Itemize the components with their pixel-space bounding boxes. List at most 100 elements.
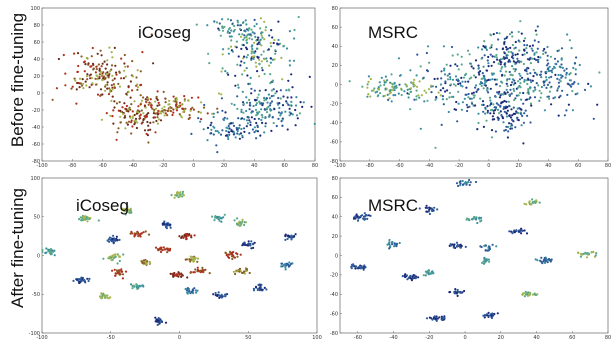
scatter-point <box>508 93 511 97</box>
scatter-point <box>558 65 561 68</box>
scatter-point <box>283 44 286 47</box>
scatter-point <box>439 83 442 86</box>
scatter-point <box>241 90 244 93</box>
scatter-point <box>197 110 200 113</box>
scatter-point <box>560 76 563 79</box>
scatter-point <box>415 85 419 88</box>
scatter-point <box>508 122 511 125</box>
scatter-point <box>280 262 283 265</box>
scatter-point <box>119 109 122 112</box>
scatter-point <box>257 93 260 96</box>
scatter-point <box>505 115 508 118</box>
scatter-point <box>510 92 513 95</box>
scatter-point <box>175 107 178 110</box>
scatter-point <box>487 249 490 252</box>
scatter-point <box>247 240 250 243</box>
scatter-point <box>232 131 235 134</box>
scatter-point <box>509 127 512 130</box>
scatter-point <box>223 116 226 119</box>
scatter-point <box>112 109 115 112</box>
scatter-point <box>247 33 250 36</box>
scatter-point <box>292 59 296 62</box>
scatter-point <box>523 48 526 51</box>
scatter-point <box>414 277 417 280</box>
scatter-point <box>218 296 221 299</box>
scatter-point <box>172 95 175 98</box>
scatter-point <box>516 86 520 89</box>
scatter-point <box>196 257 200 260</box>
scatter-point <box>240 127 243 131</box>
scatter-point <box>514 68 517 71</box>
scatter-point <box>488 96 492 99</box>
scatter-point <box>293 28 296 32</box>
scatter-point <box>435 96 438 99</box>
scatter-point <box>510 31 513 34</box>
scatter-point <box>538 99 541 102</box>
scatter-point <box>151 107 154 110</box>
scatter-point <box>245 101 249 104</box>
scatter-point <box>457 68 460 71</box>
scatter-point <box>133 234 136 237</box>
scatter-point <box>281 104 285 107</box>
scatter-point <box>273 108 276 111</box>
scatter-point <box>468 183 471 187</box>
scatter-point <box>559 80 562 83</box>
y-tick-label: 100 <box>30 176 40 182</box>
scatter-point <box>261 114 264 117</box>
scatter-point <box>238 126 241 130</box>
scatter-point <box>258 289 261 292</box>
scatter-point <box>506 84 509 88</box>
scatter-point <box>456 53 459 56</box>
scatter-point <box>163 220 166 223</box>
scatter-point <box>367 93 370 96</box>
scatter-point <box>548 76 551 79</box>
scatter-point <box>505 54 508 57</box>
y-tick-label: 40 <box>332 44 338 50</box>
scatter-point <box>529 56 532 60</box>
scatter-point <box>508 70 511 74</box>
scatter-point <box>549 260 552 263</box>
scatter-point <box>113 238 116 241</box>
scatter-point <box>213 216 217 219</box>
scatter-point <box>393 242 396 245</box>
scatter-point <box>587 252 591 255</box>
scatter-point <box>166 223 169 226</box>
scatter-point <box>498 112 501 115</box>
scatter-point <box>231 122 234 125</box>
scatter-point <box>515 94 519 97</box>
scatter-point <box>76 52 80 55</box>
scatter-point <box>264 122 267 125</box>
scatter-point <box>399 74 402 77</box>
scatter-point <box>245 67 248 70</box>
scatter-point <box>540 92 543 95</box>
scatter-point <box>95 74 98 77</box>
scatter-point <box>512 112 515 115</box>
scatter-point <box>182 194 185 197</box>
scatter-point <box>505 48 508 51</box>
scatter-point <box>476 88 479 91</box>
scatter-point <box>260 44 263 47</box>
scatter-point <box>566 33 569 36</box>
scatter-point <box>139 285 142 288</box>
scatter-point <box>428 212 431 216</box>
scatter-point <box>116 239 119 242</box>
scatter-point <box>277 43 280 46</box>
scatter-point <box>451 78 455 81</box>
scatter-point <box>394 94 397 97</box>
x-tick-label: 0 <box>178 335 181 339</box>
scatter-point <box>573 62 577 65</box>
scatter-point <box>287 103 290 106</box>
scatter-point <box>481 103 484 106</box>
scatter-point <box>164 112 167 115</box>
scatter-point <box>268 64 271 67</box>
scatter-point <box>420 94 423 97</box>
scatter-point <box>216 111 219 114</box>
scatter-point <box>228 133 231 136</box>
scatter-point <box>448 96 451 99</box>
scatter-point <box>105 112 108 115</box>
scatter-point <box>445 63 448 66</box>
scatter-point <box>535 33 538 36</box>
scatter-point <box>492 33 495 36</box>
scatter-point <box>465 86 468 89</box>
scatter-point <box>260 118 263 122</box>
